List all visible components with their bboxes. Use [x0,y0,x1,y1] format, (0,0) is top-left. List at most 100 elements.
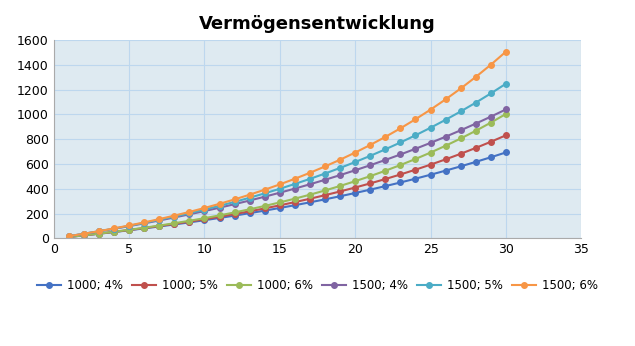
Title: Vermögensentwicklung: Vermögensentwicklung [199,15,436,33]
1000; 6% [140,226,148,230]
1500; 4% [170,216,178,220]
Line: 1000; 6%: 1000; 6% [66,111,509,240]
1000; 6% [125,228,133,232]
1500; 5% [337,166,344,170]
1000; 5% [276,203,284,207]
1000; 6% [80,233,88,237]
1000; 4% [291,203,298,207]
1000; 6% [427,151,434,155]
Line: 1500; 5%: 1500; 5% [66,81,509,239]
1500; 6% [351,151,359,155]
1500; 5% [261,191,269,195]
Line: 1000; 4%: 1000; 4% [66,150,509,240]
1000; 6% [110,230,118,234]
1500; 6% [382,135,389,139]
1000; 6% [261,204,269,208]
1000; 6% [95,231,103,236]
1000; 4% [306,200,314,204]
1500; 6% [457,86,465,91]
1000; 4% [65,235,72,239]
1000; 5% [411,167,419,172]
1000; 6% [457,136,465,140]
1000; 4% [276,206,284,210]
1000; 6% [502,112,510,116]
1000; 5% [140,226,148,230]
1000; 5% [80,233,88,237]
1000; 4% [382,184,389,188]
1000; 4% [442,169,450,173]
1500; 5% [397,140,404,145]
1500; 4% [125,224,133,228]
1500; 5% [457,109,465,113]
1500; 4% [502,107,510,111]
1500; 4% [246,198,253,202]
1000; 6% [65,235,72,239]
1500; 4% [261,194,269,199]
1500; 5% [291,182,298,186]
1500; 5% [276,187,284,191]
1500; 6% [140,220,148,225]
1000; 5% [156,224,163,228]
1500; 6% [487,63,495,67]
1500; 6% [261,188,269,192]
1000; 5% [201,217,208,221]
1000; 5% [65,235,72,239]
1000; 5% [95,231,103,236]
1500; 4% [80,232,88,236]
1000; 5% [185,219,193,224]
1000; 5% [442,157,450,162]
1000; 6% [337,184,344,188]
1000; 4% [487,155,495,159]
1000; 4% [351,191,359,195]
1500; 6% [201,206,208,210]
1500; 5% [125,224,133,228]
1500; 4% [487,115,495,119]
1500; 6% [156,217,163,221]
1500; 5% [246,195,253,200]
1000; 5% [427,163,434,167]
1500; 4% [382,158,389,162]
1000; 4% [216,216,224,220]
1500; 5% [502,82,510,86]
1500; 5% [140,221,148,225]
1500; 4% [321,178,329,182]
1000; 4% [231,213,238,218]
1000; 5% [170,222,178,226]
1000; 4% [502,151,510,155]
1500; 6% [337,158,344,162]
1000; 6% [397,163,404,167]
1000; 5% [382,177,389,181]
1500; 4% [427,141,434,145]
1000; 5% [306,197,314,201]
1500; 5% [185,211,193,215]
1000; 5% [231,212,238,216]
1500; 4% [306,182,314,186]
1000; 6% [472,129,479,133]
1500; 4% [110,227,118,231]
1500; 6% [80,232,88,236]
1000; 4% [80,233,88,237]
1000; 6% [231,210,238,215]
1500; 6% [231,197,238,201]
1000; 6% [201,216,208,220]
1500; 4% [140,221,148,226]
1500; 4% [156,218,163,222]
1000; 4% [156,225,163,229]
1000; 5% [366,181,374,185]
1500; 4% [337,173,344,177]
1000; 6% [170,221,178,225]
1500; 4% [411,147,419,151]
1000; 4% [321,197,329,201]
1000; 5% [216,215,224,219]
1500; 6% [291,177,298,181]
1000; 6% [351,179,359,183]
1500; 5% [95,229,103,233]
Line: 1500; 4%: 1500; 4% [66,107,509,239]
1000; 6% [216,213,224,217]
1500; 6% [397,126,404,130]
1500; 4% [185,212,193,216]
1000; 5% [110,230,118,234]
1500; 5% [472,101,479,105]
1000; 6% [411,157,419,161]
1500; 6% [502,49,510,54]
